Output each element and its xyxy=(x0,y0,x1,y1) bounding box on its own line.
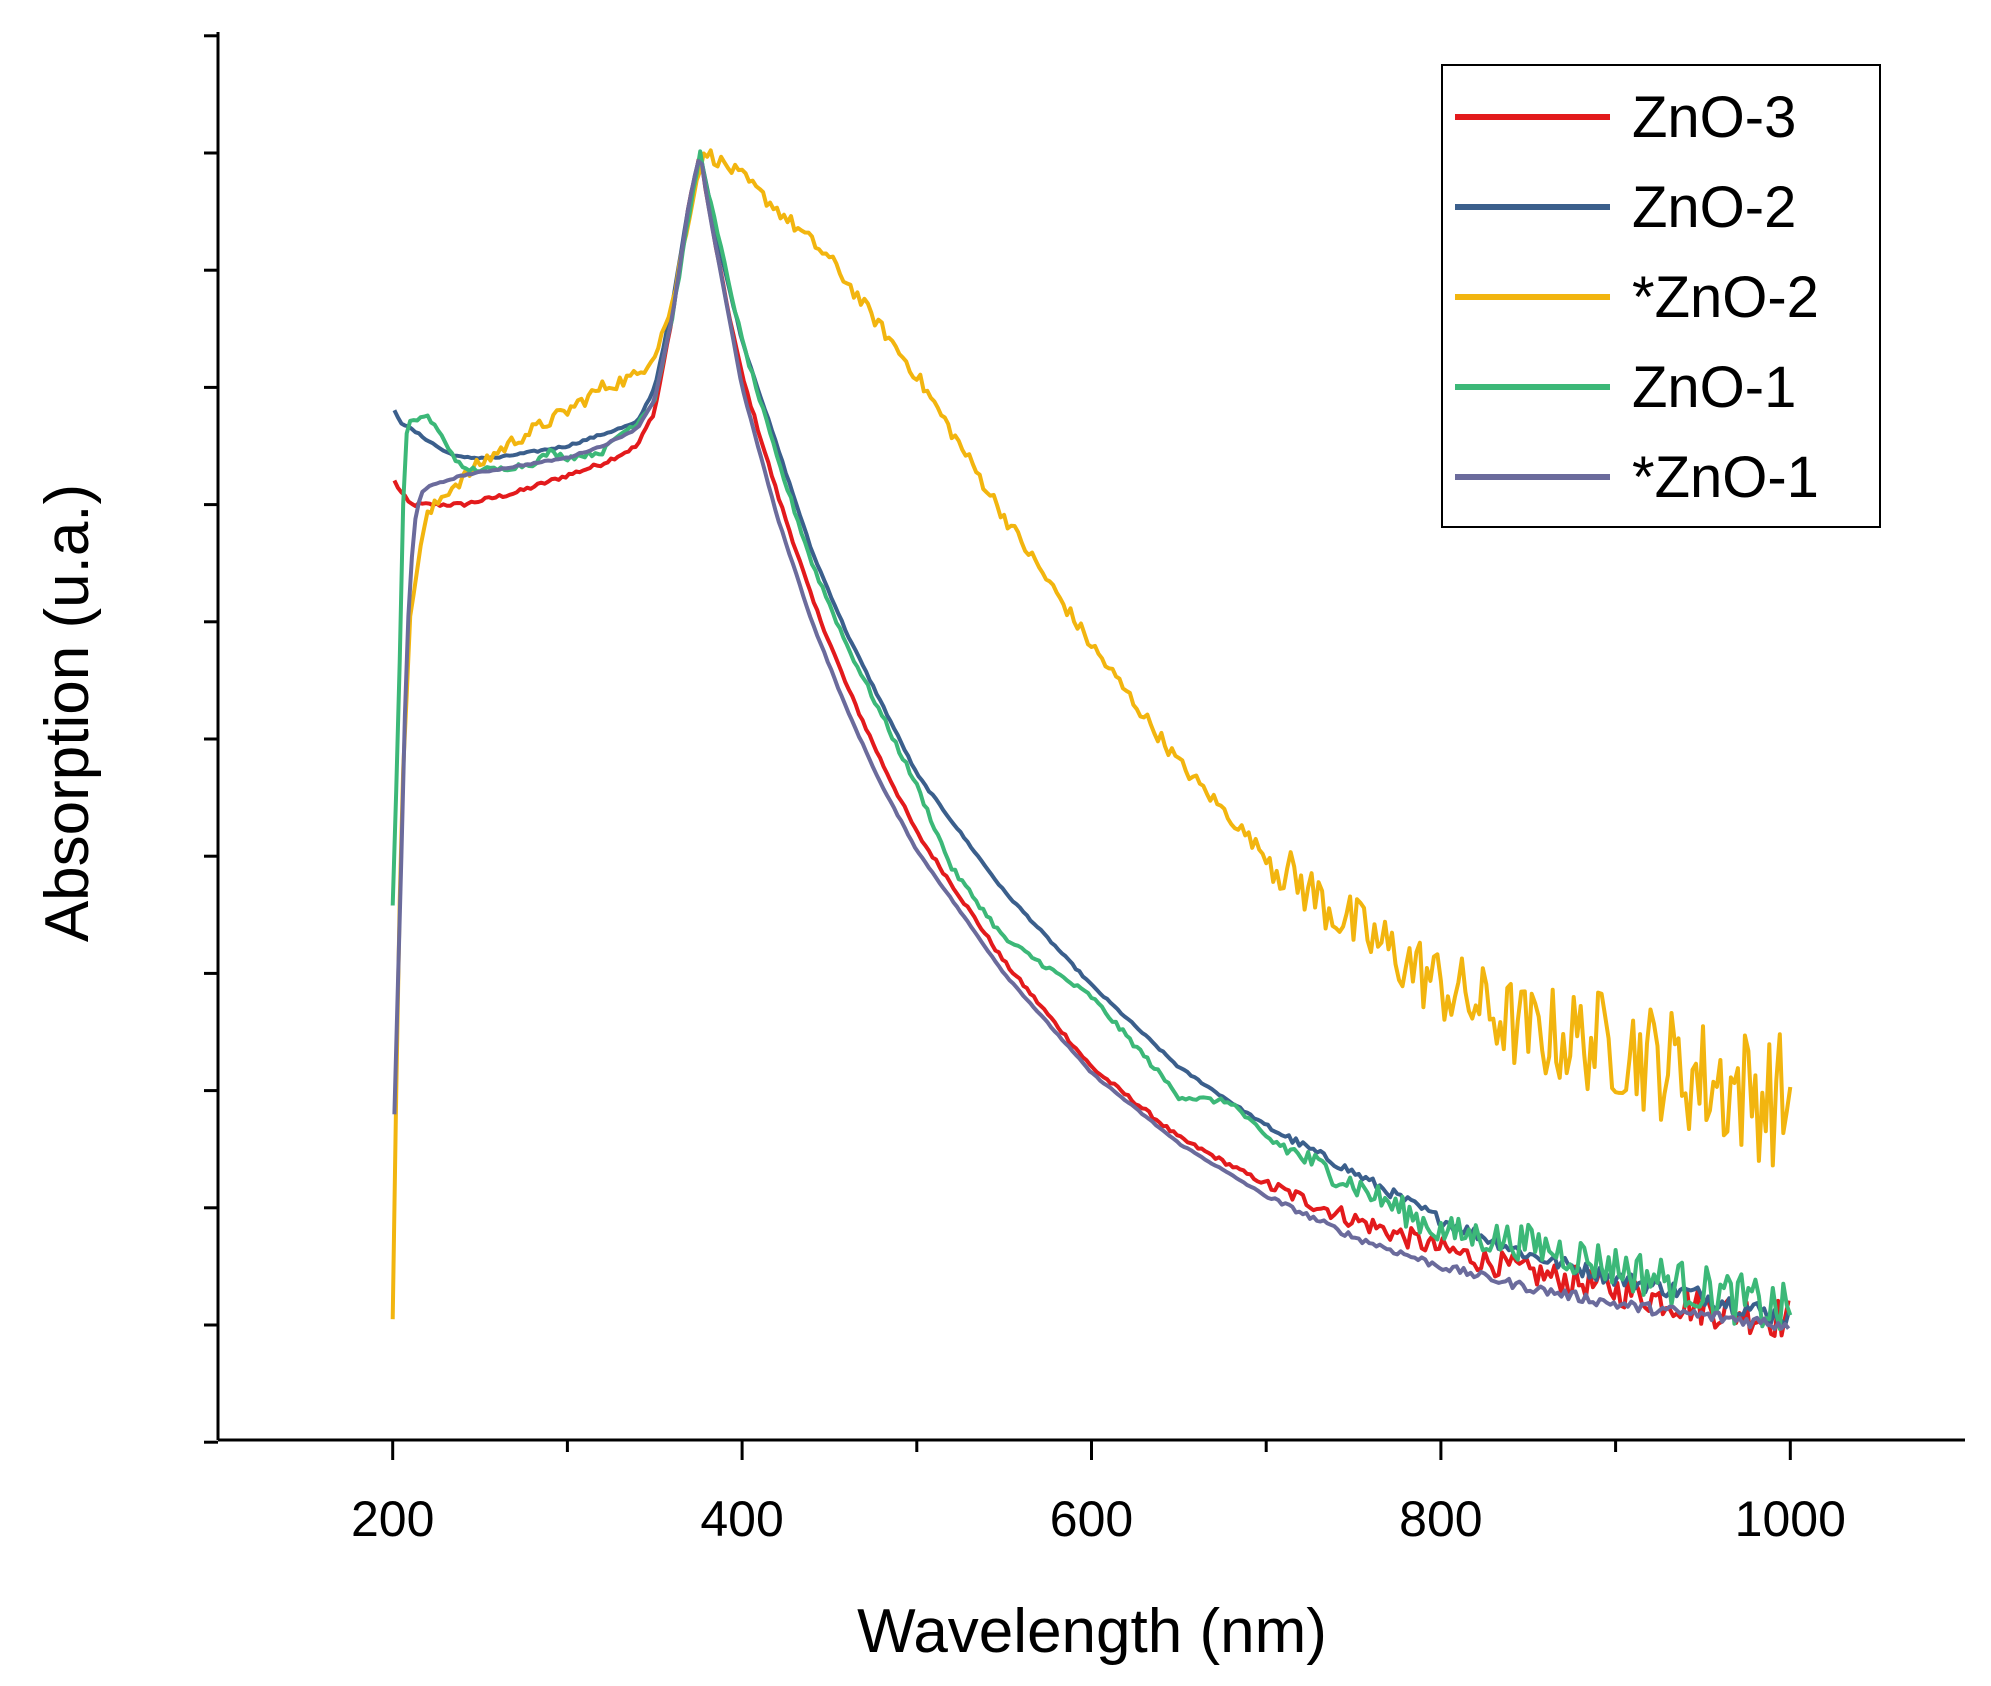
x-tick-label: 800 xyxy=(1399,1491,1482,1547)
legend-label: ZnO-2 xyxy=(1632,175,1796,240)
x-tick-label: 200 xyxy=(351,1491,434,1547)
x-axis-tick-labels: 200 400 600 800 1000 xyxy=(351,1491,1846,1547)
series-line-star-zno-1 xyxy=(392,159,1791,1331)
x-tick-label: 400 xyxy=(700,1491,783,1547)
series-line-star-zno-2 xyxy=(390,148,1793,1320)
legend-entries: ZnO-3 ZnO-2 *ZnO-2 ZnO-1 *ZnO-1 xyxy=(1455,85,1819,510)
legend-label: ZnO-3 xyxy=(1632,85,1796,150)
y-axis-title: Absorption (u.a.) xyxy=(33,484,102,942)
legend-label: *ZnO-1 xyxy=(1632,445,1819,510)
y-axis-ticks xyxy=(204,34,218,1444)
x-axis-ticks xyxy=(391,1440,1792,1460)
legend: ZnO-3 ZnO-2 *ZnO-2 ZnO-1 *ZnO-1 xyxy=(1441,64,1881,528)
series-line-zno-3 xyxy=(392,158,1791,1338)
x-axis-title: Wavelength (nm) xyxy=(857,1597,1327,1666)
x-tick-label: 600 xyxy=(1050,1491,1133,1547)
x-tick-label: 1000 xyxy=(1735,1491,1846,1547)
legend-label: ZnO-1 xyxy=(1632,355,1796,420)
series-line-zno-2 xyxy=(392,159,1791,1328)
legend-label: *ZnO-2 xyxy=(1632,265,1819,330)
plot-series xyxy=(390,148,1793,1338)
series-line-zno-1 xyxy=(390,149,1793,1331)
